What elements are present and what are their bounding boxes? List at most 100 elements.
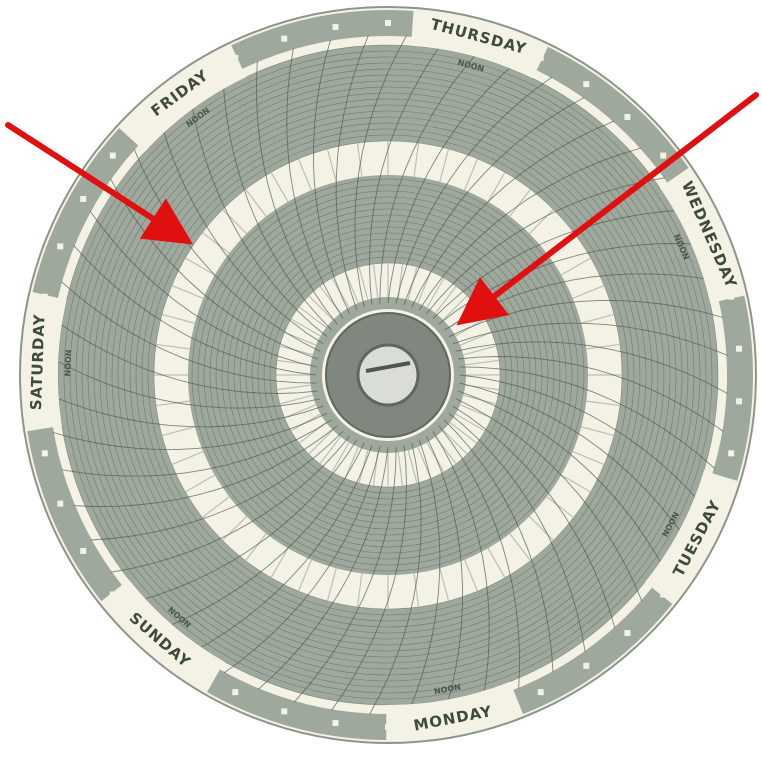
time-arc — [335, 35, 369, 311]
time-arc — [458, 390, 666, 572]
grid-ring — [263, 250, 513, 500]
grid-ring — [197, 184, 579, 566]
band-tick — [586, 343, 621, 350]
time-arc — [411, 120, 615, 308]
rim-notch — [583, 662, 590, 669]
time-arc — [160, 121, 324, 345]
band-tick — [319, 436, 341, 465]
grid-ring — [87, 74, 689, 676]
band-tick — [358, 266, 369, 300]
rim-notch — [109, 152, 116, 159]
band-tick — [509, 188, 531, 217]
time-arc — [286, 48, 344, 319]
band-tick — [185, 474, 216, 493]
grid-ring — [117, 104, 659, 646]
time-arc — [74, 425, 338, 507]
band-tick — [308, 295, 334, 321]
band-tick — [297, 559, 313, 592]
time-arc — [133, 148, 321, 352]
time-arc — [190, 98, 328, 338]
time-arc — [403, 97, 585, 305]
band-tick — [245, 188, 267, 217]
band-tick — [463, 559, 479, 592]
day-tab — [21, 291, 67, 432]
band-tick — [442, 429, 468, 455]
band-tick — [290, 318, 321, 337]
band-tick — [463, 345, 497, 356]
time-arc — [387, 60, 518, 304]
day-tab — [659, 167, 746, 304]
band-tick — [222, 515, 248, 541]
time-arc — [418, 147, 642, 311]
time-arc — [459, 382, 687, 540]
band-tick — [344, 271, 359, 304]
band-tick — [222, 209, 248, 235]
grid-ring — [269, 256, 507, 494]
rim-notch — [281, 708, 288, 715]
time-arc — [52, 318, 318, 394]
grid-ring — [141, 128, 635, 622]
band-tick — [344, 446, 359, 479]
time-arc — [89, 210, 317, 368]
band-tick — [581, 426, 615, 437]
grid-ring — [233, 220, 543, 530]
rim-notch — [736, 398, 743, 405]
center-hole — [356, 343, 420, 407]
noon-label: NOON — [63, 349, 73, 376]
time-arc — [73, 245, 317, 376]
time-arc — [223, 446, 381, 674]
grid-ring — [245, 232, 531, 518]
band-tick — [528, 209, 554, 235]
band-tick — [297, 158, 313, 191]
rim-notch — [57, 500, 64, 507]
hub-slot — [365, 361, 411, 373]
band-tick — [487, 547, 506, 578]
band-tick — [546, 496, 575, 518]
time-arc — [452, 322, 728, 356]
rim-notch — [624, 630, 631, 637]
band-tick — [528, 515, 554, 541]
grid-ring — [129, 116, 647, 634]
grid-ring — [227, 214, 549, 536]
grid-ring — [257, 244, 519, 506]
time-arc — [425, 177, 665, 315]
time-arc — [407, 439, 441, 715]
band-tick — [449, 422, 478, 444]
time-arc — [312, 39, 351, 315]
rim-notch — [385, 20, 391, 26]
band-tick — [326, 568, 337, 602]
day-tab — [411, 9, 549, 79]
band-tick — [284, 404, 317, 419]
time-arc — [294, 446, 397, 703]
band-tick — [586, 400, 621, 407]
band-tick — [572, 284, 605, 300]
band-tick — [161, 313, 195, 324]
band-tick — [417, 446, 432, 479]
rim-notch — [660, 152, 667, 159]
rim-notch — [624, 113, 631, 120]
chart-disc — [19, 6, 757, 744]
time-arc — [455, 398, 643, 602]
time-arc — [110, 178, 318, 360]
grid-ring — [105, 92, 671, 658]
band-tick — [397, 452, 404, 487]
grid-ring — [99, 86, 677, 664]
grid-ring — [111, 98, 665, 652]
rim-notch — [332, 720, 339, 727]
rim-notch — [332, 23, 339, 30]
day-tab — [644, 470, 739, 605]
band-tick — [560, 257, 591, 276]
band-tick — [417, 271, 432, 304]
band-tick — [270, 547, 289, 578]
grid-ring — [147, 134, 629, 616]
grid-ring — [93, 80, 683, 670]
time-arc — [256, 61, 338, 325]
time-arc — [369, 39, 445, 305]
day-label-saturday: SATURDAY — [27, 313, 49, 410]
band-tick — [245, 533, 267, 562]
time-arc — [459, 366, 716, 469]
band-tick — [155, 400, 190, 407]
band-tick — [413, 142, 420, 177]
rim-notch — [41, 450, 48, 457]
grid-ring — [209, 196, 567, 554]
